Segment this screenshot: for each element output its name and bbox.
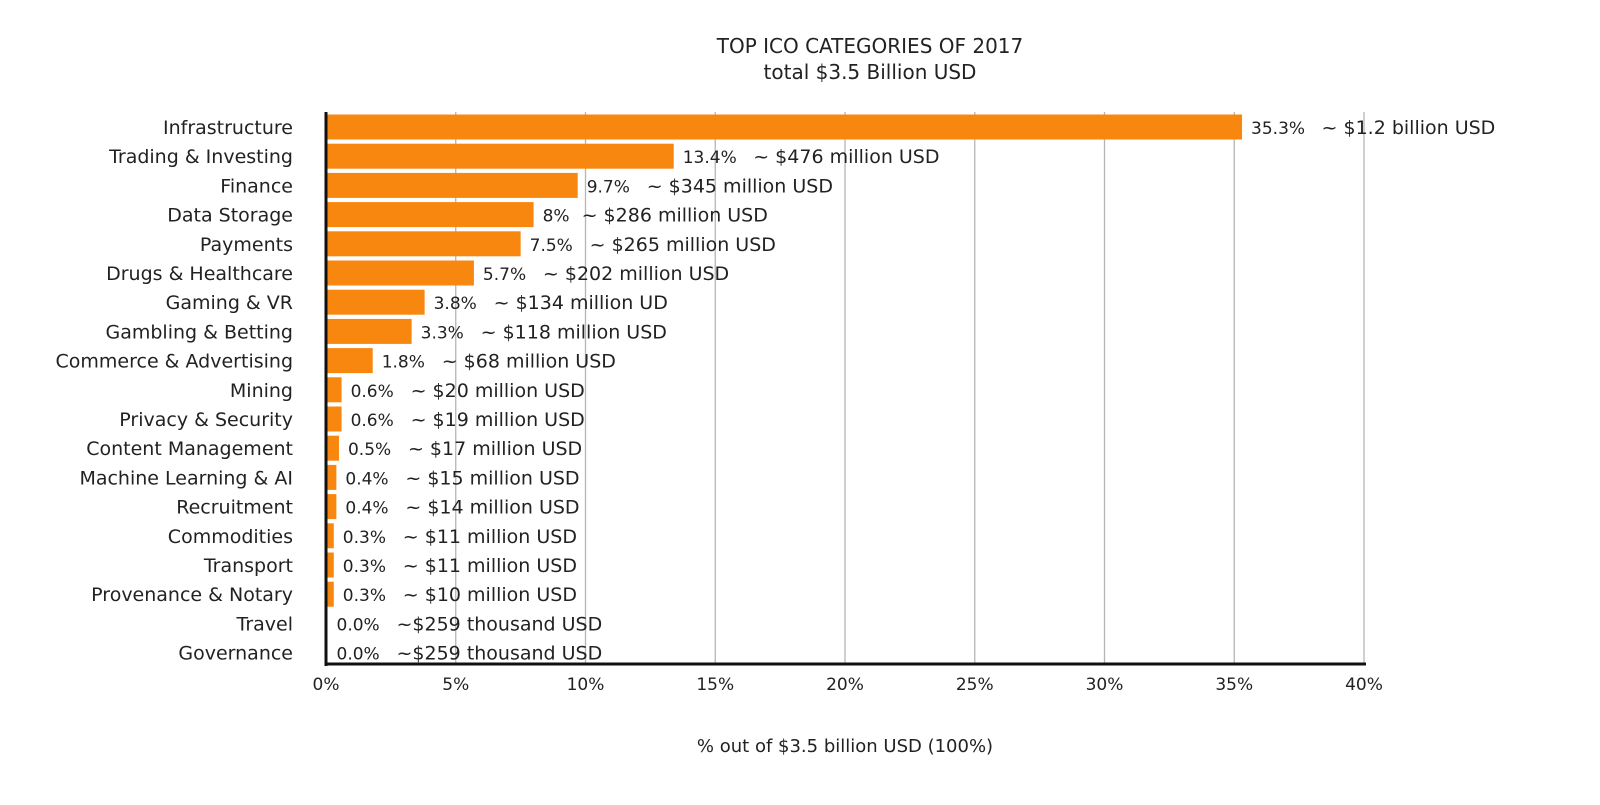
value-label: 3.3% <box>421 323 464 343</box>
bar <box>326 260 474 286</box>
category-label: Gaming & VR <box>166 292 293 314</box>
x-tick-label: 25% <box>956 675 994 695</box>
bar <box>326 581 334 607</box>
amount-label: ~ $202 million USD <box>543 263 729 285</box>
chart-subtitle: total $3.5 Billion USD <box>763 60 977 84</box>
value-label: 5.7% <box>483 265 526 285</box>
category-label: Drugs & Healthcare <box>106 263 293 285</box>
amount-label: ~ $286 million USD <box>582 205 768 227</box>
value-label: 0.0% <box>337 645 380 665</box>
bar <box>326 202 534 228</box>
amount-label: ~ $10 million USD <box>403 584 577 606</box>
x-tick-label: 20% <box>826 675 864 695</box>
category-label: Payments <box>200 234 293 256</box>
value-label: 3.8% <box>434 294 477 314</box>
amount-label: ~ $68 million USD <box>442 351 616 373</box>
amount-label: ~ $20 million USD <box>411 380 585 402</box>
category-label: Privacy & Security <box>119 409 293 431</box>
category-label: Commerce & Advertising <box>56 351 294 373</box>
category-label: Content Management <box>86 438 293 460</box>
category-label: Trading & Investing <box>108 146 293 168</box>
amount-label: ~ $118 million USD <box>481 321 667 343</box>
value-label: 0.4% <box>345 499 388 519</box>
value-label: 0.3% <box>343 557 386 577</box>
category-label: Data Storage <box>167 205 293 227</box>
value-label: 7.5% <box>530 236 573 256</box>
bar <box>326 435 339 461</box>
amount-label: ~ $17 million USD <box>408 438 582 460</box>
bar <box>326 231 521 257</box>
bar <box>326 523 334 549</box>
category-label: Transport <box>203 555 293 577</box>
x-tick-label: 35% <box>1215 675 1253 695</box>
value-label: 0.3% <box>343 586 386 606</box>
category-label: Provenance & Notary <box>91 584 293 606</box>
value-label: 0.6% <box>351 382 394 402</box>
bar <box>326 114 1243 140</box>
value-label: 0.4% <box>345 469 388 489</box>
category-label: Finance <box>220 175 293 197</box>
bar <box>326 318 412 344</box>
bar <box>326 289 425 315</box>
amount-label: ~ $14 million USD <box>405 497 579 519</box>
value-label: 0.3% <box>343 528 386 548</box>
category-label: Travel <box>236 613 293 635</box>
x-tick-label: 40% <box>1345 675 1383 695</box>
bar <box>326 143 674 169</box>
value-label: 35.3% <box>1251 119 1305 139</box>
category-label: Governance <box>178 643 293 665</box>
value-label: 9.7% <box>587 177 630 197</box>
bar <box>326 172 578 198</box>
bar <box>326 406 342 432</box>
category-label: Infrastructure <box>163 117 293 139</box>
value-label: 0.6% <box>351 411 394 431</box>
category-label: Recruitment <box>176 497 293 519</box>
amount-label: ~ $19 million USD <box>411 409 585 431</box>
category-label: Mining <box>230 380 293 402</box>
bar <box>326 552 334 578</box>
bar <box>326 348 373 374</box>
amount-label: ~ $11 million USD <box>403 555 577 577</box>
value-label: 1.8% <box>382 353 425 373</box>
amount-label: ~ $265 million USD <box>590 234 776 256</box>
bar <box>326 494 337 520</box>
x-tick-label: 10% <box>567 675 605 695</box>
value-label: 13.4% <box>683 148 737 168</box>
value-label: 8% <box>543 207 570 227</box>
amount-label: ~ $11 million USD <box>403 526 577 548</box>
amount-label: ~$259 thousand USD <box>397 613 603 635</box>
x-tick-label: 0% <box>313 675 340 695</box>
category-label: Machine Learning & AI <box>79 467 293 489</box>
bar <box>326 377 342 403</box>
x-tick-label: 15% <box>696 675 734 695</box>
category-label: Gambling & Betting <box>106 321 294 343</box>
x-tick-label: 30% <box>1086 675 1124 695</box>
amount-label: ~ $476 million USD <box>753 146 939 168</box>
x-axis-label: % out of $3.5 billion USD (100%) <box>697 736 993 757</box>
category-label: Commodities <box>168 526 293 548</box>
bar <box>326 464 337 490</box>
amount-label: ~ $345 million USD <box>647 175 833 197</box>
chart-title: TOP ICO CATEGORIES OF 2017 <box>716 34 1024 58</box>
value-label: 0.0% <box>337 615 380 635</box>
x-tick-label: 5% <box>442 675 469 695</box>
amount-label: ~ $134 million UD <box>494 292 668 314</box>
amount-label: ~$259 thousand USD <box>397 643 603 665</box>
value-label: 0.5% <box>348 440 391 460</box>
amount-label: ~ $15 million USD <box>405 467 579 489</box>
amount-label: ~ $1.2 billion USD <box>1322 117 1496 139</box>
